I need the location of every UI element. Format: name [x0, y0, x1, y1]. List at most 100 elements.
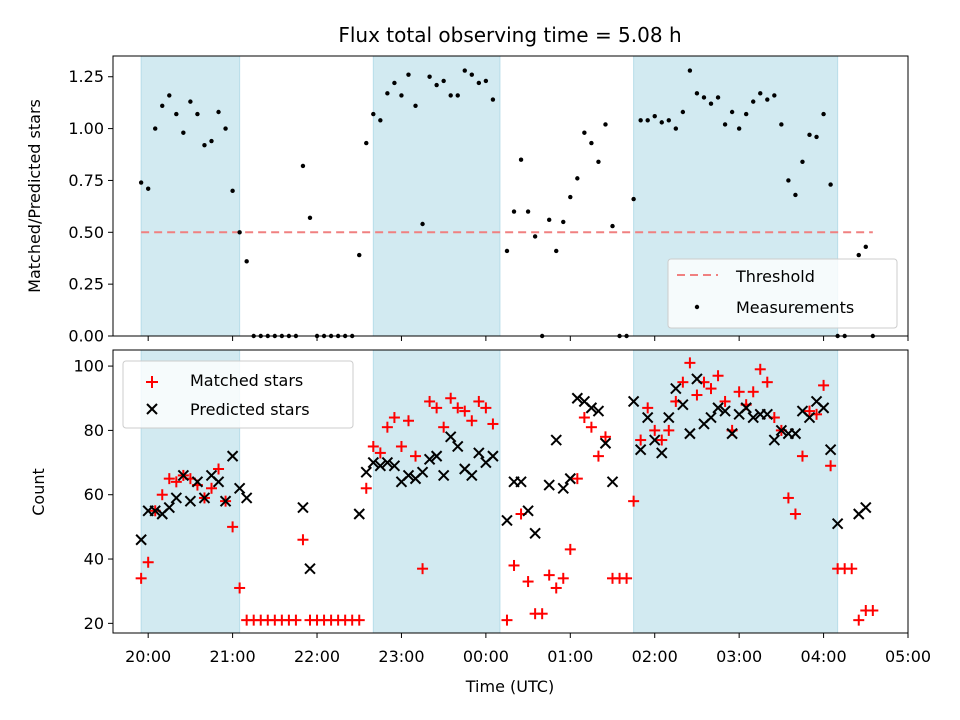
- matched-star-point: [853, 614, 865, 626]
- measurement-point: [645, 118, 650, 123]
- matched-star-point: [599, 431, 611, 443]
- x-tick-label: 21:00: [210, 647, 256, 666]
- predicted-star-point: [775, 424, 788, 437]
- matched-star-point: [663, 424, 675, 436]
- predicted-star-point: [367, 456, 380, 469]
- matched-star-point: [733, 386, 745, 398]
- predicted-star-point: [416, 466, 429, 478]
- top-y-tick-label: 0.50: [68, 223, 104, 242]
- matched-star-point: [213, 463, 225, 475]
- measurement-point: [455, 93, 460, 98]
- predicted-star-point: [360, 466, 372, 478]
- top-y-tick-label: 1.25: [68, 67, 104, 86]
- measurement-point: [554, 248, 559, 254]
- predicted-star-point: [606, 476, 619, 488]
- matched-star-point: [417, 563, 429, 575]
- matched-star-point: [452, 402, 464, 414]
- matched-star-point: [796, 450, 808, 462]
- measurement-point: [532, 234, 538, 239]
- measurement-point: [441, 78, 446, 84]
- bottom-panel: 20 40 60 80 100 20:00 21:00 22:00 23:00 00:00 01:…: [29, 349, 931, 696]
- measurement-point: [736, 126, 742, 131]
- matched-star-point: [410, 450, 422, 462]
- predicted-star-point: [297, 501, 309, 514]
- predicted-star-point: [768, 434, 781, 446]
- matched-star-point: [480, 402, 492, 414]
- bottom-y-tick-label: 20: [84, 614, 104, 633]
- x-tick-label: 04:00: [801, 647, 847, 666]
- matched-star-point: [592, 450, 604, 462]
- measurement-point: [469, 72, 475, 77]
- measurement-point: [385, 91, 390, 96]
- matched-star-point: [487, 418, 499, 430]
- matched-star-point: [395, 440, 407, 452]
- measurement-point: [807, 132, 812, 138]
- top-y-tick-label: 0.25: [68, 275, 104, 294]
- measurement-point: [188, 99, 193, 104]
- measurement-point: [209, 138, 214, 144]
- matched-star-point: [578, 412, 590, 424]
- x-tick-label: 02:00: [632, 647, 678, 666]
- top-legend-box: [667, 258, 898, 329]
- predicted-star-point: [831, 517, 844, 530]
- matched-star-point: [804, 405, 816, 417]
- measurement-point: [378, 118, 383, 123]
- matched-star-point: [234, 582, 246, 594]
- observing-interval-band: [140, 55, 241, 337]
- measurement-point: [610, 223, 615, 229]
- x-axis-label: Time (UTC): [465, 677, 554, 696]
- matched-star-point: [156, 489, 168, 501]
- measurement-point: [476, 80, 482, 86]
- predicted-star-point: [740, 402, 752, 414]
- predicted-star-point: [691, 373, 703, 385]
- measurement-point: [427, 74, 432, 79]
- measurement-point: [216, 109, 221, 115]
- matched-star-point: [649, 424, 661, 436]
- measurement-point: [821, 111, 826, 117]
- predicted-star-point: [353, 508, 365, 520]
- predicted-star-point: [304, 562, 316, 575]
- matched-star-point: [522, 576, 534, 588]
- measurement-point: [652, 113, 657, 119]
- x-tick-label: 23:00: [378, 647, 424, 666]
- bottom-y-axis-label: Count: [29, 468, 48, 516]
- predicted-star-point: [719, 405, 731, 417]
- predicted-star-point: [198, 492, 211, 504]
- measurement-point: [673, 126, 679, 131]
- matched-star-point: [501, 614, 513, 626]
- predicted-star-point: [388, 460, 401, 472]
- matched-star-point: [571, 473, 583, 485]
- predicted-star-point: [430, 450, 443, 462]
- top-y-tick-label: 1.00: [68, 119, 104, 138]
- measurement-point: [518, 157, 524, 162]
- matched-star-point: [543, 569, 555, 581]
- matched-star-point: [374, 447, 386, 459]
- bottom-y-tick-label: 60: [84, 485, 104, 504]
- top-y-tick-label: 0.00: [68, 327, 104, 346]
- predicted-star-point: [817, 402, 830, 414]
- measurement-point: [138, 180, 144, 185]
- matched-star-point: [205, 482, 217, 494]
- measurement-point: [666, 118, 671, 123]
- matched-star-point: [677, 376, 689, 388]
- measurement-point: [863, 244, 868, 250]
- measurement-point: [174, 111, 179, 117]
- matched-star-point: [628, 495, 640, 507]
- matched-star-point: [691, 389, 703, 401]
- measurement-point: [371, 111, 376, 117]
- predicted-star-point: [149, 505, 161, 517]
- predicted-star-point: [677, 398, 689, 411]
- predicted-star-point: [543, 479, 555, 491]
- matched-star-point: [825, 460, 837, 472]
- predicted-star-point: [627, 395, 640, 408]
- measurement-point: [181, 130, 186, 135]
- predicted-star-point: [789, 427, 802, 440]
- measurement-point: [413, 103, 418, 108]
- bottom-y-tick-label: 100: [73, 357, 104, 376]
- measurement-point: [786, 178, 791, 183]
- legend-measurements-swatch: [694, 304, 700, 310]
- measurement-point: [364, 140, 369, 146]
- measurement-point: [828, 182, 833, 187]
- matched-star-point: [402, 415, 414, 427]
- measurement-point: [392, 80, 397, 86]
